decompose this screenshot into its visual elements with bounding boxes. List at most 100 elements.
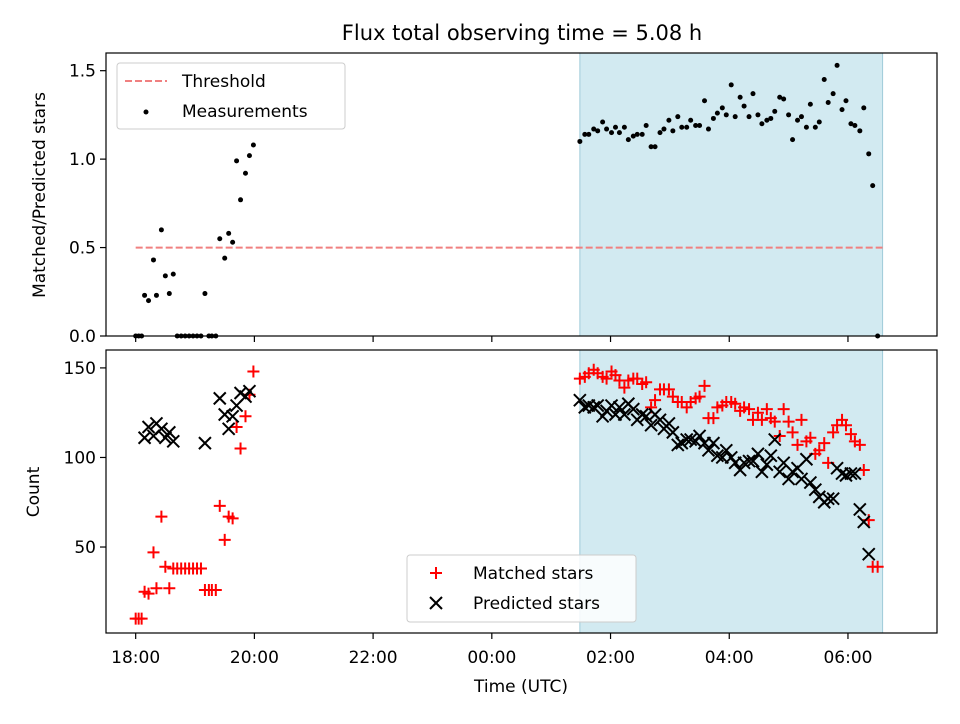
measurements-point [821, 77, 827, 83]
top-y-tick-label: 1.0 [69, 150, 96, 170]
measurements-point [202, 291, 208, 297]
predicted-stars-point [751, 447, 765, 461]
bottom-y-tick-label: 100 [64, 448, 96, 468]
measurements-point [666, 117, 672, 123]
measurements-point [719, 105, 725, 111]
matched-stars-point [226, 512, 239, 525]
predicted-stars-point [644, 418, 658, 432]
measurements-point [728, 82, 734, 88]
measurements-point [625, 137, 631, 143]
measurements-point [595, 128, 601, 134]
bottom-panel: 50 100 150 18:00 20:00 22:00 00:00 02:00 04:00 06… [24, 349, 938, 697]
matched-stars-point [159, 560, 172, 573]
predicted-stars-point [803, 475, 818, 490]
measurements-point [242, 170, 248, 176]
measurements-point [591, 126, 597, 132]
predicted-stars-point [701, 443, 716, 458]
top-legend: Threshold Measurements [116, 62, 346, 130]
x-axis-label: Time (UTC) [473, 677, 568, 697]
predicted-stars-point [666, 425, 680, 440]
measurements-point [146, 298, 152, 304]
measurements-point [870, 183, 876, 189]
matched-stars-point [155, 510, 168, 523]
matched-stars-point [600, 372, 613, 385]
matched-stars-point [844, 428, 857, 441]
predicted-stars-point [225, 409, 240, 423]
measurements-point [723, 112, 729, 118]
matched-stars-point [853, 438, 866, 451]
predicted-stars-point [221, 422, 236, 436]
bottom-y-tick-label: 150 [64, 359, 96, 379]
predicted-stars-point [198, 436, 212, 450]
x-tick-label: 06:00 [823, 648, 872, 668]
top-legend-box [116, 62, 346, 130]
predicted-stars-point [671, 438, 685, 452]
top-y-tick-label: 1.5 [69, 62, 96, 82]
predicted-stars-point [742, 454, 756, 468]
measurements-point [238, 197, 244, 203]
matched-stars-point [768, 415, 781, 428]
measurements-point [768, 115, 774, 121]
measurements-point [246, 153, 252, 159]
matched-stars-point [743, 403, 756, 416]
matched-stars-point [751, 406, 764, 419]
measurements-point [825, 100, 831, 106]
predicted-stars-point [794, 472, 809, 486]
predicted-stars-point [218, 407, 232, 422]
measurements-point [732, 114, 738, 120]
measurements-point [741, 103, 747, 109]
matched-stars-point [230, 421, 243, 434]
bottom-y-axis-label: Count [24, 466, 44, 517]
measurements-point [166, 291, 172, 297]
matched-stars-point [782, 415, 795, 428]
predicted-stars-point [635, 407, 649, 422]
measurements-point [755, 112, 761, 118]
predicted-stars-point [626, 402, 640, 416]
predicted-stars-point [662, 416, 676, 431]
matched-stars-point [760, 403, 773, 416]
predicted-stars-point [653, 413, 667, 427]
measurements-point [798, 114, 804, 120]
measurements-point [803, 124, 809, 130]
matched-stars-point [839, 419, 852, 432]
x-tick-label: 02:00 [586, 648, 635, 668]
measurements-point [609, 130, 615, 136]
bottom-legend-box [406, 554, 637, 623]
x-tick-label: 00:00 [467, 648, 516, 668]
matched-stars-point [209, 584, 222, 597]
measurements-point [612, 124, 618, 130]
matched-stars-point [827, 426, 840, 439]
measurements-point [162, 273, 168, 279]
bottom-legend: Matched stars Predicted stars [406, 554, 637, 623]
predicted-stars-point [862, 547, 876, 561]
predicted-stars-point [799, 452, 814, 466]
measurements-point [604, 126, 610, 132]
measurements-point [812, 124, 818, 130]
matched-stars-point [247, 365, 260, 378]
top-y-axis-label: Matched/Predicted stars [30, 92, 50, 298]
predicted-stars-point [154, 422, 169, 436]
measurements-point [750, 91, 756, 97]
measurements-point [222, 255, 228, 261]
matched-stars-point [777, 403, 790, 416]
predicted-stars-point [760, 457, 774, 472]
predicted-stars-point [853, 502, 867, 517]
measurements-point [150, 257, 156, 263]
measurements-point [217, 236, 223, 242]
predicted-stars-point [848, 466, 862, 481]
matched-stars-point [662, 383, 675, 396]
top-axes-frame [105, 52, 938, 337]
predicted-stars-point [213, 391, 227, 406]
measurements-point [234, 158, 240, 164]
predicted-stars-point [612, 400, 627, 415]
matched-stars-point [804, 431, 817, 444]
top-y-tick-label: 0.0 [69, 327, 96, 347]
matched-stars-point [755, 413, 768, 426]
measurements-point [158, 227, 164, 233]
matched-stars-point [698, 379, 711, 392]
predicted-stars-point [808, 483, 823, 497]
matched-stars-point [729, 397, 742, 410]
predicted-stars-point [746, 454, 760, 468]
measurements-point [582, 131, 588, 137]
